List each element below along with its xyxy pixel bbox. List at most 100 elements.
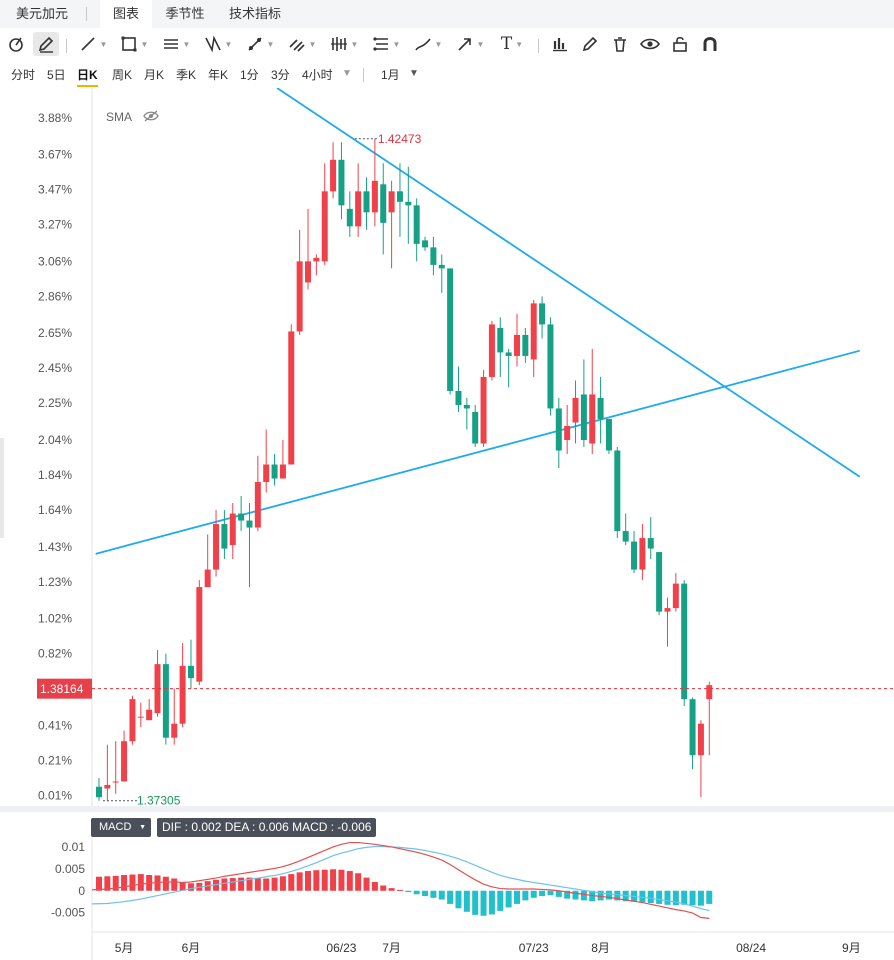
line-icon[interactable]: ▼: [76, 32, 110, 56]
candle-body: [530, 303, 537, 360]
candle-body: [664, 608, 671, 612]
candle-body: [129, 699, 136, 742]
macd-histogram-bar: [171, 878, 178, 891]
candle-body: [363, 191, 370, 213]
high-price-label: 1.42473: [378, 132, 422, 146]
arrow-icon[interactable]: ▼: [452, 32, 488, 56]
macd-histogram-bar: [488, 890, 495, 915]
candle-body: [146, 709, 153, 721]
candle-body: [622, 531, 629, 542]
trash-icon[interactable]: [608, 32, 632, 56]
pencil-icon[interactable]: [33, 32, 59, 56]
candle-body: [697, 723, 704, 756]
cursor-icon[interactable]: [4, 32, 28, 56]
x-tick-label: 06/23: [326, 941, 356, 955]
y-tick-label: 2.25%: [38, 396, 72, 410]
candle-body: [162, 664, 169, 738]
macd-tick-label: 0: [78, 884, 85, 898]
fib-icon[interactable]: ▼: [368, 32, 404, 56]
candle-body: [288, 331, 295, 465]
period-1min[interactable]: 1分: [240, 68, 259, 82]
period-4hour[interactable]: 4小时: [302, 68, 333, 82]
period-bar: 分时 5日 日K 周K 月K 季K 年K 1分 3分 4小时 ▼ 1月 ▼: [0, 60, 894, 88]
macd-indicator-selector[interactable]: MACD ▼: [91, 818, 151, 837]
magnet-icon[interactable]: [698, 32, 722, 56]
parallel-lines-icon[interactable]: ▼: [158, 32, 194, 56]
candle-body: [271, 464, 278, 479]
macd-histogram-bar: [112, 875, 119, 891]
period-3min[interactable]: 3分: [271, 68, 290, 82]
macd-histogram-bar: [330, 869, 337, 891]
tab-technicals[interactable]: 技术指标: [228, 6, 281, 21]
text-tool-glyph: T: [500, 34, 513, 54]
range-selector[interactable]: 1月: [381, 68, 400, 82]
candle-body: [614, 450, 621, 532]
macd-histogram-bar: [572, 890, 579, 900]
eye-off-icon[interactable]: [143, 110, 159, 125]
candle-body: [455, 390, 462, 405]
candle-body: [254, 482, 261, 528]
candle-body: [187, 665, 194, 679]
candle-body: [564, 425, 571, 440]
macd-histogram-bar: [539, 890, 546, 897]
x-tick-label: 7月: [382, 941, 401, 955]
current-price-label: 1.38164: [40, 682, 84, 696]
macd-histogram-bar: [672, 890, 679, 906]
candle-body: [338, 159, 345, 206]
bars-icon[interactable]: ▼: [326, 32, 362, 56]
x-tick-label: 08/24: [736, 941, 766, 955]
eye-icon[interactable]: [638, 32, 662, 56]
period-5day[interactable]: 5日: [47, 68, 66, 82]
period-intraday[interactable]: 分时: [11, 68, 36, 82]
candle-body: [204, 569, 211, 588]
y-tick-label: 0.21%: [38, 753, 72, 767]
candle-body: [438, 264, 445, 269]
period-weekly[interactable]: 周K: [112, 68, 133, 82]
tab-symbol[interactable]: 美元加元: [15, 6, 68, 21]
rectangle-icon[interactable]: ▼: [116, 32, 152, 56]
y-tick-label: 1.23%: [38, 575, 72, 589]
x-tick-label: 9月: [842, 941, 861, 955]
period-more-chevron-icon[interactable]: ▼: [342, 68, 352, 79]
period-quarterly[interactable]: 季K: [176, 68, 197, 82]
macd-histogram-bar: [129, 874, 136, 891]
macd-histogram-bar: [296, 872, 303, 891]
candle-body: [96, 786, 102, 798]
candle-body: [112, 781, 119, 783]
macd-histogram-bar: [530, 890, 537, 898]
sma-indicator-label: SMA: [106, 110, 133, 124]
candle-body: [689, 699, 696, 756]
candle-body: [656, 552, 663, 612]
tab-seasonality[interactable]: 季节性: [165, 6, 205, 21]
fork-icon[interactable]: ▼: [284, 32, 320, 56]
lock-icon[interactable]: [668, 32, 692, 56]
y-tick-label: 3.67%: [38, 148, 72, 162]
range-chevron-down-icon[interactable]: ▼: [409, 68, 419, 79]
y-tick-label: 2.04%: [38, 433, 72, 447]
candle-body: [597, 397, 604, 419]
bar-chart-icon[interactable]: [548, 32, 572, 56]
macd-histogram-bar: [472, 890, 479, 915]
y-tick-label: 3.47%: [38, 183, 72, 197]
macd-histogram-bar: [564, 890, 571, 899]
tab-chart[interactable]: 图表: [100, 0, 152, 28]
edit-icon[interactable]: [578, 32, 602, 56]
period-monthly[interactable]: 月K: [144, 68, 165, 82]
macd-histogram-bar: [514, 890, 520, 904]
macd-histogram-bar: [305, 871, 311, 891]
pattern-icon[interactable]: ▼: [200, 32, 236, 56]
toolbar-separator: [538, 39, 539, 53]
candle-body: [355, 191, 362, 227]
period-daily[interactable]: 日K: [77, 66, 98, 87]
y-tick-label: 3.27%: [38, 218, 72, 232]
price-chart[interactable]: 3.88% 3.67% 3.47% 3.27% 3.06% 2.86% 2.65% 2.45%…: [0, 88, 894, 960]
candle-body: [137, 716, 144, 718]
macd-tick-label: -0.005: [51, 906, 85, 920]
brush-icon[interactable]: ▼: [410, 32, 446, 56]
candle-body: [639, 538, 646, 570]
candle-body: [179, 665, 186, 724]
period-yearly[interactable]: 年K: [208, 68, 229, 82]
path-icon[interactable]: ▼: [242, 32, 278, 56]
text-icon[interactable]: T ▼: [500, 34, 524, 54]
macd-histogram-bar: [455, 890, 462, 909]
